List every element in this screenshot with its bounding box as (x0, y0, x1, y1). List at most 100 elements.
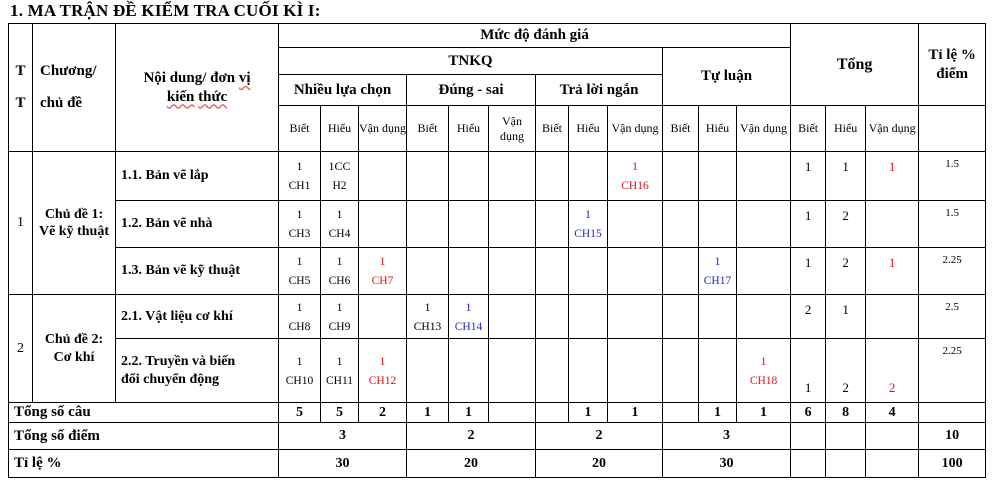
footer-points-total: 10 (918, 422, 987, 450)
ratio-cell: 2.25 (918, 338, 987, 403)
header-noi-dung-underlined-kien: kiến (166, 88, 195, 105)
header-tra-loi-ngan: Trả lời ngắn (535, 74, 663, 106)
cell-empty (358, 294, 407, 339)
question-cell-nlc-biet: 1 CH10 (278, 338, 321, 403)
header-muc-do-danh-gia: Mức độ đánh giá (277, 23, 792, 48)
cell-empty (607, 338, 663, 403)
footer-points-tln: 2 (535, 422, 663, 450)
footer-pct-nlc: 30 (278, 449, 407, 478)
question-code: CH4 (328, 228, 351, 240)
total-cell-hieu: 2 (825, 200, 867, 248)
total-cell-van-dung: 2 (865, 338, 920, 403)
question-count: 1 (296, 207, 303, 221)
total-cell-biet: 1 (790, 151, 827, 201)
question-cell-nlc-biet: 1 CH3 (278, 200, 321, 248)
total-cell-biet: 1 (790, 247, 827, 295)
question-cell-nlc-hieu: 1 CH11 (320, 338, 359, 403)
question-count: 1 (379, 254, 386, 268)
total-cell-hieu: 2 (825, 247, 867, 295)
header-ti-le-diem: Tỉ lệ % điểm (918, 23, 987, 106)
cell-empty (568, 338, 608, 403)
cell-empty (735, 247, 792, 295)
question-code: CH3 (288, 228, 311, 240)
cell-empty (448, 338, 489, 403)
question-code: H2 (332, 180, 347, 192)
footer-count-ds-biet: 1 (406, 402, 449, 423)
header-noi-dung: Nội dung/ đơn vị kiến thức (115, 23, 279, 152)
table-row-tong-so-diem: Tổng số điểm 3 2 2 3 10 (8, 422, 987, 450)
header-level-biet: Biết (662, 105, 699, 152)
cell-tt-2: 2 (8, 294, 33, 403)
cell-topic-name: 1.1. Bản vẽ lắp (115, 151, 279, 201)
cell-empty (406, 200, 449, 248)
total-cell-biet: 1 (790, 338, 827, 403)
question-code: CH8 (288, 320, 311, 333)
header-noi-dung-line1: Nội dung/ đơn vị (117, 69, 278, 88)
cell-empty (406, 151, 449, 201)
question-code: CH7 (371, 275, 394, 287)
question-code: CH12 (368, 374, 397, 387)
cell-empty (488, 151, 536, 201)
question-cell-tl-van-dung: 1 CH18 (735, 338, 792, 403)
cell-empty (698, 151, 737, 201)
cell-topic-name: 1.2. Bản vẽ nhà (115, 200, 279, 248)
cell-empty (662, 294, 699, 339)
cell-chu-de-2: Chủ đề 2: Cơ khí (32, 294, 116, 403)
total-cell-van-dung: 1 (865, 151, 920, 201)
question-cell-nlc-hieu: 1CC H2 (320, 151, 359, 201)
header-level-hieu: Hiểu (320, 105, 359, 152)
cell-empty (488, 294, 536, 339)
header-level-biet: Biết (406, 105, 449, 152)
cell-empty (568, 294, 608, 339)
question-cell-nlc-biet: 1 CH1 (278, 151, 321, 201)
cell-empty (448, 151, 489, 201)
question-code: CH5 (288, 275, 311, 287)
question-code: CH13 (413, 320, 442, 333)
header-level-hieu: Hiểu (698, 105, 737, 152)
cell-empty (698, 200, 737, 248)
cell-empty (662, 151, 699, 201)
question-code: CH17 (703, 275, 732, 287)
question-count: 1 (632, 159, 638, 173)
cell-topic-name: 2.2. Truyền và biến đổi chuyển động (115, 338, 279, 403)
question-cell-tln-hieu: 1 CH15 (568, 200, 608, 248)
cell-chu-de-1: Chủ đề 1: Vẽ kỹ thuật (32, 151, 116, 295)
question-count: 1 (296, 299, 303, 314)
cell-empty (535, 151, 569, 201)
header-chuong-chu-de: Chương/ chủ đề (32, 23, 116, 152)
question-cell-nlc-biet: 1 CH8 (278, 294, 321, 339)
question-code: CH6 (328, 275, 351, 287)
header-level-van-dung: Vận dụng (865, 105, 920, 152)
header-nhieu-lua-chon: Nhiều lựa chọn (278, 74, 407, 106)
footer-count-nlc-biet: 5 (278, 402, 321, 423)
total-cell-hieu: 2 (825, 338, 867, 403)
table-row-2-1: 2 Chủ đề 2: Cơ khí 2.1. Vật liệu cơ khí … (8, 294, 987, 403)
footer-points-nlc: 3 (278, 422, 407, 450)
question-cell-nlc-van-dung: 1 CH7 (358, 247, 407, 295)
total-cell-hieu: 1 (825, 151, 867, 201)
cell-empty (607, 200, 663, 248)
cell-empty (865, 422, 920, 450)
question-cell-nlc-hieu: 1 CH9 (320, 294, 359, 339)
cell-empty (918, 402, 987, 423)
total-cell-hieu: 1 (825, 294, 867, 339)
cell-empty (535, 294, 569, 339)
footer-points-tl: 3 (661, 422, 792, 450)
header-noi-dung-underlined-thuc: thức (198, 88, 228, 105)
question-code: CH18 (749, 374, 778, 387)
total-cell-van-dung: 1 (865, 247, 920, 295)
header-dung-sai: Đúng - sai (406, 74, 536, 106)
question-count: 1 (296, 159, 303, 173)
footer-pct-tl: 30 (661, 449, 792, 478)
cell-empty (406, 247, 449, 295)
cell-empty (406, 338, 449, 403)
header-level-hieu: Hiểu (568, 105, 608, 152)
footer-label-tong-so-diem: Tổng số điểm (8, 422, 279, 450)
header-tong: Tổng (790, 23, 920, 106)
cell-empty (535, 247, 569, 295)
cell-empty (662, 200, 699, 248)
question-count: 1 (336, 299, 343, 314)
question-count: 1 (714, 254, 721, 268)
header-level-hieu: Hiểu (448, 105, 489, 152)
question-count: 1 (296, 353, 303, 368)
